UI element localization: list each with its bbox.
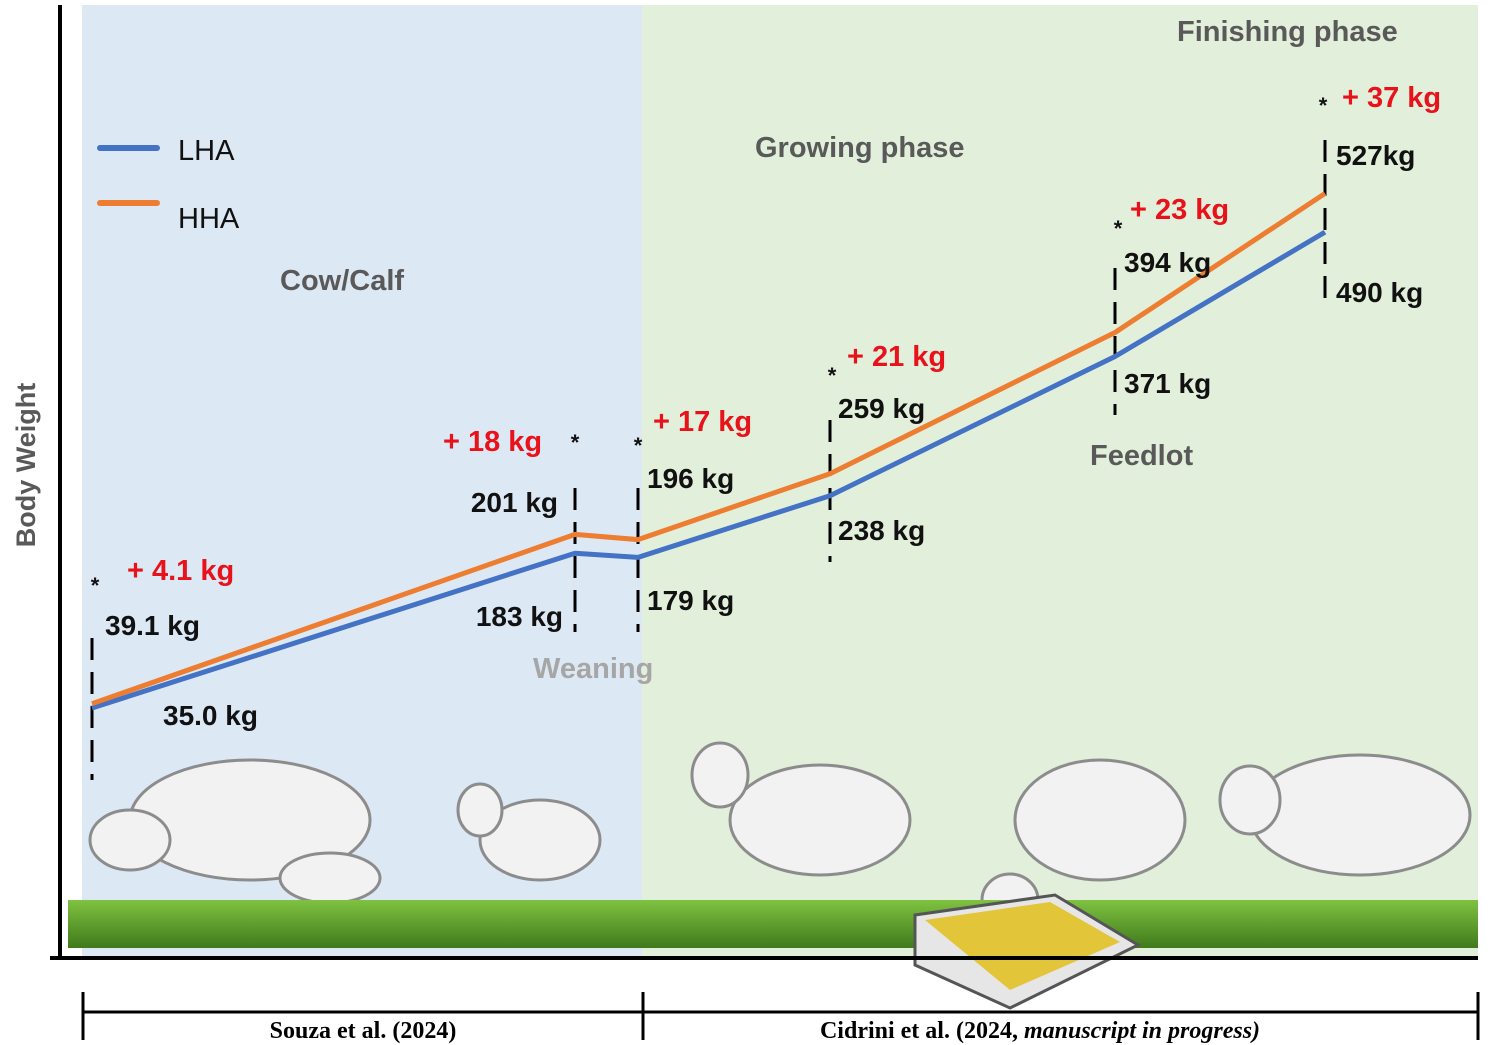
value-label: 527kg xyxy=(1336,140,1415,171)
reference-bracket xyxy=(81,992,1480,1040)
value-label: 201 kg xyxy=(471,487,558,518)
value-label: 371 kg xyxy=(1124,368,1211,399)
phase-label: Cow/Calf xyxy=(280,265,404,297)
legend-label: HHA xyxy=(178,203,240,235)
reference-text: Cidrini et al. (2024, xyxy=(820,1018,1024,1044)
significance-marker: * xyxy=(828,363,837,388)
difference-label: + 21 kg xyxy=(847,341,946,373)
grass xyxy=(68,900,1478,948)
reference: Cidrini et al. (2024, manuscript in prog… xyxy=(820,1018,1260,1044)
phase-label: Weaning xyxy=(533,653,653,685)
difference-label: + 4.1 kg xyxy=(127,555,234,587)
series-line xyxy=(91,191,1327,707)
significance-marker: * xyxy=(91,573,100,598)
value-label: 39.1 kg xyxy=(105,610,200,641)
difference-label: + 18 kg xyxy=(443,426,542,458)
phase-label: Finishing phase xyxy=(1177,16,1398,48)
value-label: 259 kg xyxy=(838,393,925,424)
phase-label: Feedlot xyxy=(1090,440,1193,472)
significance-marker: * xyxy=(1114,216,1123,241)
difference-label: + 37 kg xyxy=(1342,82,1441,114)
phase-label: Growing phase xyxy=(755,132,964,164)
significance-marker: * xyxy=(1319,93,1328,118)
y-axis-label: Body Weight xyxy=(11,383,41,548)
value-label: 196 kg xyxy=(647,463,734,494)
reference: Souza et al. (2024) xyxy=(270,1018,457,1044)
difference-label: + 17 kg xyxy=(653,406,752,438)
reference-italic: manuscript in progress) xyxy=(1024,1018,1260,1044)
legend-label: LHA xyxy=(178,135,235,167)
value-label: 238 kg xyxy=(838,515,925,546)
animals xyxy=(88,741,1472,928)
value-label: 490 kg xyxy=(1336,277,1423,308)
significance-marker: * xyxy=(634,433,643,458)
value-label: 179 kg xyxy=(647,585,734,616)
value-label: 35.0 kg xyxy=(163,700,258,731)
significance-marker: * xyxy=(571,430,580,455)
value-label: 394 kg xyxy=(1124,247,1211,278)
value-label: 183 kg xyxy=(476,601,563,632)
difference-label: + 23 kg xyxy=(1130,194,1229,226)
series-line xyxy=(91,229,1327,711)
